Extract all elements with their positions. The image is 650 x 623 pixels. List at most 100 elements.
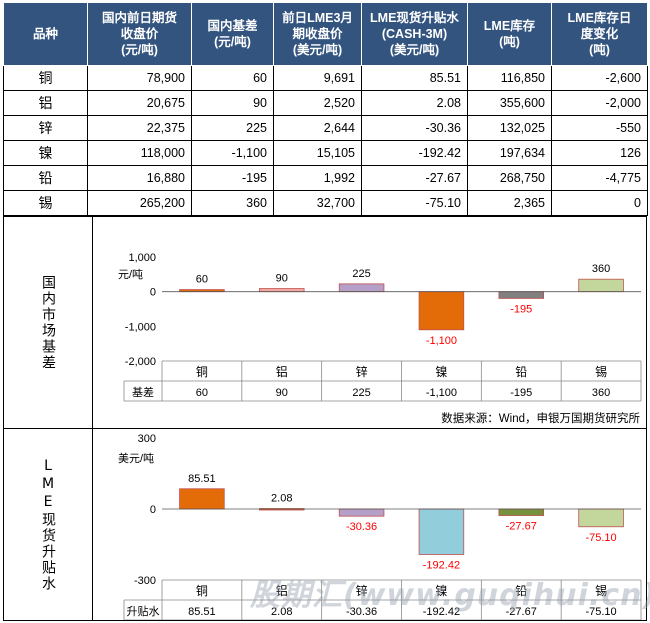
cell-spread: -192.42 xyxy=(361,140,468,166)
source-note: 数据来源：Wind，申银万国期货研究所 xyxy=(441,411,640,425)
cell-stock: 132,025 xyxy=(467,115,552,141)
bar-3 xyxy=(418,291,465,331)
category-value: -195 xyxy=(510,387,532,399)
bar-2 xyxy=(338,508,385,517)
column-header-line: 国内前日期货 xyxy=(101,11,177,25)
category-value: -1,100 xyxy=(426,387,457,399)
cell-spread: 85.51 xyxy=(361,65,468,91)
cell-name: 铅 xyxy=(3,165,88,191)
cell-change: -2,000 xyxy=(551,90,648,116)
column-header-line: 度变化 xyxy=(580,27,619,41)
y-axis-label: 美元/吨 xyxy=(118,452,154,465)
cell-lme3m: 2,520 xyxy=(273,90,362,116)
category-label: 铅 xyxy=(515,365,527,379)
table-header-row: 品种 国内前日期货 收盘价 (元/吨) 国内基差 (元/吨) 前日LME3月 期收盘价 (美元/… xyxy=(3,2,648,66)
data-label: -75.10 xyxy=(585,532,616,544)
cell-stock: 268,750 xyxy=(467,165,552,191)
category-value: -192.42 xyxy=(423,606,460,618)
y-tick-label: -300 xyxy=(134,575,156,587)
table-row: 锡 265,200 360 32,700 -75.10 2,365 0 xyxy=(3,190,648,216)
cell-close: 16,880 xyxy=(87,165,192,191)
cell-change: -2,600 xyxy=(551,65,648,91)
column-header-line: 国内基差 xyxy=(207,19,258,33)
cell-lme3m: 15,105 xyxy=(273,140,362,166)
metals-table: 品种 国内前日期货 收盘价 (元/吨) 国内基差 (元/吨) 前日LME3月 期收盘价 (美元/… xyxy=(3,2,648,216)
cell-spread: -30.36 xyxy=(361,115,468,141)
cell-name: 镍 xyxy=(3,140,88,166)
category-label: 锡 xyxy=(595,583,607,598)
cell-close: 265,200 xyxy=(87,190,192,216)
cell-stock: 355,600 xyxy=(467,90,552,116)
category-label: 铝 xyxy=(276,583,288,598)
lme-spread-section: LME现货升贴水 300 0 -300 美元/吨 85.51 2.08 -30.36 -192… xyxy=(3,429,647,621)
column-header-line: LME现货升贴水 xyxy=(370,11,459,25)
series-name: 升贴水 xyxy=(127,604,160,618)
column-header-4: LME现货升贴水 (CASH-3M) (美元/吨) xyxy=(361,2,468,66)
y-tick-label: 300 xyxy=(138,433,156,445)
category-value: 90 xyxy=(276,387,288,399)
section-label-lme-spread: LME现货升贴水 xyxy=(4,429,93,620)
column-header-line: (元/吨) xyxy=(214,35,251,49)
table-row: 铜 78,900 60 9,691 85.51 116,850 -2,600 xyxy=(3,65,648,91)
category-value: 360 xyxy=(592,387,610,399)
column-header-line: (CASH-3M) xyxy=(381,27,448,41)
column-header-2: 国内基差 (元/吨) xyxy=(191,2,274,66)
data-label: -27.67 xyxy=(506,521,537,533)
category-label: 锌 xyxy=(356,365,368,379)
category-value: -75.10 xyxy=(585,606,616,618)
cell-change: -550 xyxy=(551,115,648,141)
cell-basis: -1,100 xyxy=(191,140,274,166)
cell-name: 铜 xyxy=(3,65,88,91)
cell-basis: -195 xyxy=(191,165,274,191)
column-header-3: 前日LME3月 期收盘价 (美元/吨) xyxy=(273,2,362,66)
table-row: 镍 118,000 -1,100 15,105 -192.42 197,634 126 xyxy=(3,140,648,166)
cell-spread: 2.08 xyxy=(361,90,468,116)
data-label: 90 xyxy=(276,273,288,285)
spread-chart: 300 0 -300 美元/吨 85.51 2.08 -30.36 -192.42 -27.67… xyxy=(118,433,642,620)
column-header-line: (元/吨) xyxy=(121,43,158,57)
domestic-basis-section: 国内市场基差 1,000 0 -1,000 -2,000 元/吨 60 90 225 -1,10… xyxy=(3,216,647,429)
cell-change: 0 xyxy=(551,190,648,216)
column-header-line: (吨) xyxy=(499,35,520,49)
y-tick-label: -2,000 xyxy=(125,356,156,368)
table-body: 铜 78,900 60 9,691 85.51 116,850 -2,600 铝 20,675 9… xyxy=(3,65,648,216)
cell-basis: 60 xyxy=(191,65,274,91)
category-value: 60 xyxy=(196,387,208,399)
basis-chart: 1,000 0 -1,000 -2,000 元/吨 60 90 225 -1,100 -195 36… xyxy=(118,252,642,425)
bar-2 xyxy=(338,283,385,293)
cell-name: 铝 xyxy=(3,90,88,116)
bar-0 xyxy=(179,488,225,510)
column-header-line: (吨) xyxy=(589,43,610,57)
y-axis-label: 元/吨 xyxy=(118,268,143,281)
bar-4 xyxy=(498,508,545,516)
data-label: -192.42 xyxy=(423,560,460,572)
column-header-line: (美元/吨) xyxy=(292,43,343,57)
cell-close: 22,375 xyxy=(87,115,192,141)
table-row: 铅 16,880 -195 1,992 -27.67 268,750 -4,775 xyxy=(3,165,648,191)
watermark: 股期汇(www.guqihui.cn) xyxy=(250,578,650,613)
cell-name: 锡 xyxy=(3,190,88,216)
column-header-1: 国内前日期货 收盘价 (元/吨) xyxy=(87,2,192,66)
category-label: 锌 xyxy=(356,584,368,598)
cell-lme3m: 32,700 xyxy=(273,190,362,216)
cell-spread: -75.10 xyxy=(361,190,468,216)
column-header-line: (美元/吨) xyxy=(389,43,440,57)
table-row: 锌 22,375 225 2,644 -30.36 132,025 -550 xyxy=(3,115,648,141)
data-label: -1,100 xyxy=(426,335,457,347)
bar-3 xyxy=(418,508,465,555)
category-value: 225 xyxy=(352,387,370,399)
column-header-line: LME库存 xyxy=(483,19,536,33)
category-label: 铜 xyxy=(196,583,208,598)
y-tick-label: -1,000 xyxy=(125,321,156,333)
cell-basis: 90 xyxy=(191,90,274,116)
column-header-line: LME库存日 xyxy=(567,11,632,25)
cell-name: 锌 xyxy=(3,115,88,141)
section-label-domestic-basis: 国内市场基差 xyxy=(4,217,93,428)
category-label: 铜 xyxy=(196,364,208,379)
column-header-5: LME库存 (吨) xyxy=(467,2,552,66)
bar-5 xyxy=(578,278,624,293)
data-label: 360 xyxy=(592,263,610,275)
table-row: 铝 20,675 90 2,520 2.08 355,600 -2,000 xyxy=(3,90,648,116)
column-header-line: 收盘价 xyxy=(120,27,159,41)
